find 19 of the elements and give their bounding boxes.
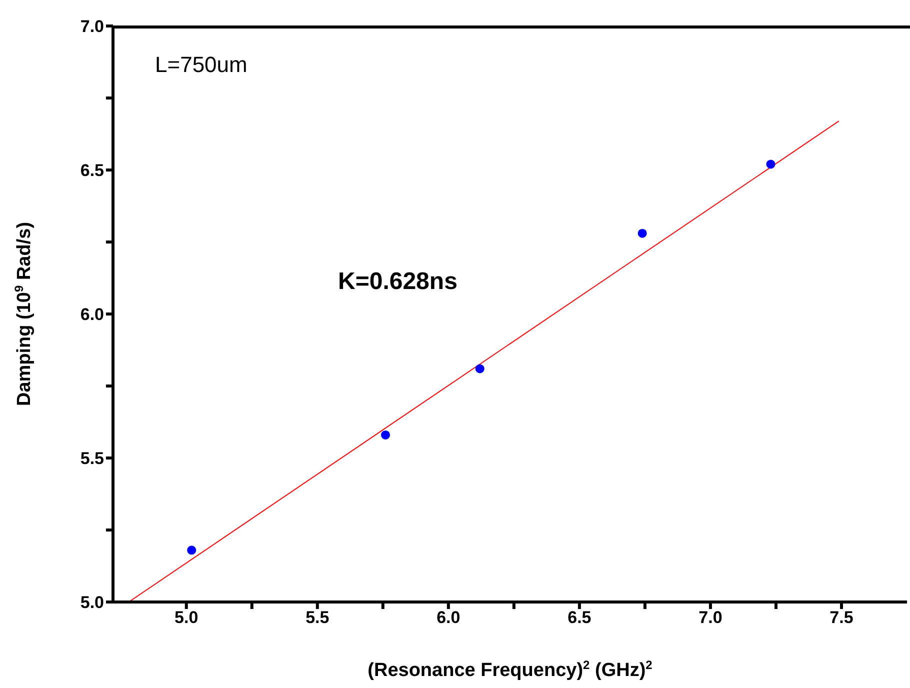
x-tick-label: 6.5 [568,608,592,628]
annotation: L=750um [155,52,248,78]
point [766,160,776,169]
point [638,228,647,238]
point [187,546,196,555]
y-tick-label: 7.0 [80,17,104,36]
x-axis-title: (Resonance Frequency)$^{2}$ (GHz)$^{2}$ [368,658,653,681]
y-tick-label: 6.5 [80,161,104,180]
x-tick-label: 6.0 [436,608,460,628]
y-tick-label: 5.5 [80,449,104,468]
x-tick-label: 5.5 [306,608,330,628]
x-tick-label: 7.0 [698,608,722,628]
x-tick-label: 7.5 [830,608,854,628]
point [381,430,390,440]
annotation: K=0.628ns [338,268,458,296]
x-tick-label: 5.0 [174,608,198,628]
y-tick-label: 6.0 [80,305,104,324]
point [475,364,484,374]
y-tick-label: 5.0 [80,593,104,612]
